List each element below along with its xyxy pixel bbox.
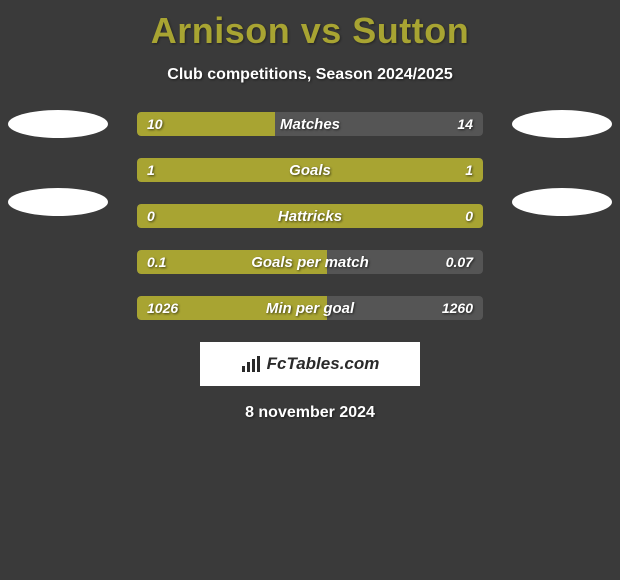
stat-value-left: 0.1 (147, 254, 166, 270)
stat-value-right: 0 (465, 208, 473, 224)
stat-bar-track: 0.1 Goals per match 0.07 (137, 250, 483, 274)
stats-area: 10Matches141Goals10Hattricks00.1Goals pe… (0, 112, 620, 320)
stat-bar-fill-left (137, 158, 310, 182)
stat-value-right: 1260 (442, 300, 473, 316)
stat-bar-track: 10 Matches 14 (137, 112, 483, 136)
brand-text: FcTables.com (267, 354, 380, 374)
page-title: Arnison vs Sutton (0, 0, 620, 52)
stat-row: 1026 Min per goal 1260 (0, 296, 620, 320)
date-text: 8 november 2024 (0, 404, 620, 422)
stat-value-right: 0.07 (446, 254, 473, 270)
stat-row: 1 Goals 1 (0, 158, 620, 182)
stat-value-left: 0 (147, 208, 155, 224)
stat-row: 0.1 Goals per match 0.07 (0, 250, 620, 274)
stat-label: Min per goal (266, 300, 354, 317)
stat-row: 10 Matches 14 (0, 112, 620, 136)
stat-value-right: 1 (465, 162, 473, 178)
stat-value-right: 14 (457, 116, 473, 132)
stat-value-left: 1026 (147, 300, 178, 316)
brand-box: FcTables.com (200, 342, 420, 386)
chart-bars-icon (241, 356, 261, 372)
stat-bar-track: 1 Goals 1 (137, 158, 483, 182)
stat-bar-fill-right (310, 158, 483, 182)
player-avatar-left (8, 110, 108, 138)
player-avatar-right (512, 110, 612, 138)
subtitle: Club competitions, Season 2024/2025 (0, 66, 620, 84)
stat-bar-track: 0 Hattricks 0 (137, 204, 483, 228)
stat-label: Hattricks (278, 208, 342, 225)
stat-label: Goals (289, 162, 331, 179)
stat-label: Goals per match (251, 254, 369, 271)
stat-row: 0 Hattricks 0 (0, 204, 620, 228)
stat-bar-track: 1026 Min per goal 1260 (137, 296, 483, 320)
stat-value-left: 1 (147, 162, 155, 178)
stat-label: Matches (280, 116, 340, 133)
stat-value-left: 10 (147, 116, 163, 132)
